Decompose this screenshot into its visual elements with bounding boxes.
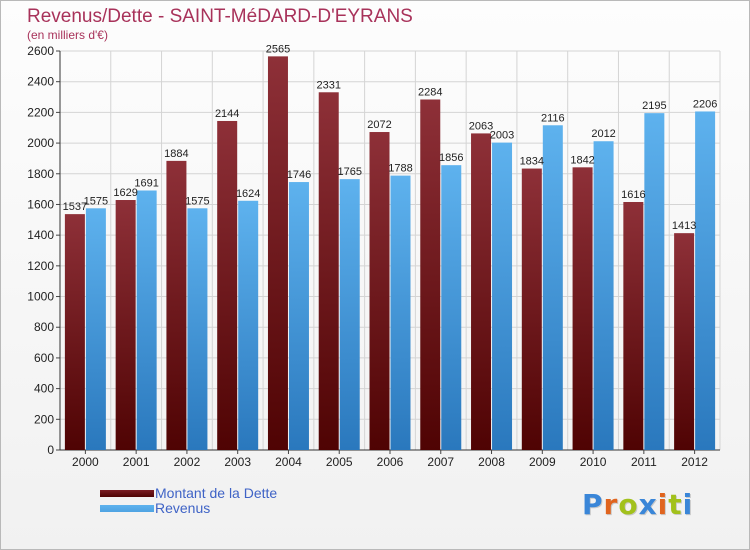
bar-revenus [85, 208, 106, 450]
logo-letter: r [603, 488, 619, 521]
y-tick-label: 1000 [27, 290, 54, 304]
x-tick-label: 2012 [681, 455, 708, 469]
logo-letter: P [582, 488, 604, 521]
logo-letter: o [618, 488, 639, 521]
y-tick-label: 2600 [27, 44, 54, 58]
x-tick-label: 2000 [72, 455, 99, 469]
y-tick-label: 2200 [27, 105, 54, 119]
data-labels: 1537157516291691188415752144162425651746… [63, 43, 718, 232]
x-tick-label: 2003 [224, 455, 251, 469]
logo-letter: x [638, 488, 658, 521]
logo-letter: i [657, 488, 669, 521]
bar-revenus [542, 125, 563, 450]
bar-revenus [339, 179, 360, 450]
x-tick-label: 2004 [275, 455, 302, 469]
data-label-revenus: 2116 [541, 112, 565, 124]
bar-debt [623, 202, 644, 450]
data-label-debt: 1413 [672, 220, 696, 232]
bar-debt [674, 233, 695, 450]
chart-title: Revenus/Dette - SAINT-MéDARD-D'EYRANS [27, 6, 413, 27]
bar-revenus [238, 200, 259, 450]
data-label-revenus: 1575 [185, 195, 209, 207]
data-label-debt: 1537 [63, 201, 87, 213]
y-tick-label: 2400 [27, 75, 54, 89]
data-label-revenus: 2003 [490, 130, 514, 142]
data-label-revenus: 2012 [591, 128, 615, 140]
data-label-debt: 2565 [266, 43, 290, 55]
y-tick-label: 1600 [27, 197, 54, 211]
y-tick-label: 0 [47, 443, 54, 457]
bar-debt [115, 200, 136, 450]
x-tick-label: 2007 [427, 455, 454, 469]
bar-revenus [441, 165, 462, 450]
logo-letter: i [682, 488, 694, 521]
data-label-revenus: 1691 [134, 177, 158, 189]
x-tick-label: 2010 [580, 455, 607, 469]
bar-revenus [390, 175, 411, 450]
bar-revenus [187, 208, 208, 450]
bar-debt [572, 167, 593, 450]
bar-debt [318, 92, 339, 450]
data-label-revenus: 2195 [642, 100, 666, 112]
data-label-debt: 2072 [367, 119, 391, 131]
data-label-debt: 1884 [164, 148, 188, 160]
bar-revenus [288, 182, 309, 450]
data-label-revenus: 1624 [236, 188, 260, 200]
y-tick-label: 1800 [27, 167, 54, 181]
y-tick-label: 600 [34, 351, 54, 365]
data-label-debt: 2144 [215, 108, 239, 120]
y-tick-label: 400 [34, 382, 54, 396]
proxiti-logo: Proxiti [582, 488, 693, 521]
legend-label-debt: Montant de la Dette [155, 485, 278, 501]
data-label-debt: 1616 [621, 189, 645, 201]
data-label-revenus: 1746 [287, 169, 311, 181]
bar-debt [166, 160, 187, 450]
x-tick-label: 2006 [377, 455, 404, 469]
bar-revenus [593, 141, 614, 450]
bar-revenus [492, 142, 513, 451]
data-label-debt: 2284 [418, 86, 442, 98]
bar-debt [471, 133, 492, 450]
bar-revenus [136, 190, 157, 451]
data-label-revenus: 1788 [388, 163, 412, 175]
data-label-debt: 1629 [113, 187, 137, 199]
bar-debt [369, 132, 390, 450]
x-tick-label: 2009 [529, 455, 556, 469]
data-label-debt: 1842 [570, 154, 594, 166]
data-label-revenus: 2206 [693, 98, 717, 110]
bar-revenus [644, 113, 665, 451]
data-label-debt: 2331 [316, 79, 340, 91]
axes: 0 200 400 600 800 1000 1200 1400 1600 1800 2000 220… [27, 44, 720, 469]
x-tick-label: 2005 [326, 455, 353, 469]
data-label-debt: 2063 [469, 120, 493, 132]
data-label-revenus: 1575 [84, 195, 108, 207]
chart-subtitle: (en milliers d'€) [27, 28, 108, 42]
bar-debt [521, 168, 542, 450]
x-tick-label: 2002 [174, 455, 201, 469]
x-tick-label: 2008 [478, 455, 505, 469]
legend-swatch-debt [100, 490, 154, 497]
y-tick-label: 800 [34, 320, 54, 334]
bar-debt [64, 214, 85, 450]
bar-debt [267, 56, 288, 450]
bar-debt [420, 99, 441, 451]
y-tick-label: 1200 [27, 259, 54, 273]
x-tick-label: 2011 [631, 455, 657, 469]
bar-debt [217, 120, 238, 451]
y-tick-label: 2000 [27, 136, 54, 150]
legend-label-revenus: Revenus [155, 500, 211, 516]
x-tick-label: 2001 [123, 455, 150, 469]
logo-letter: t [668, 488, 683, 521]
grid-lines [59, 50, 721, 451]
data-label-revenus: 1856 [439, 152, 463, 164]
data-label-revenus: 1765 [337, 166, 361, 178]
bar-revenus [695, 111, 716, 451]
y-tick-label: 1400 [27, 228, 54, 242]
data-label-debt: 1834 [520, 156, 544, 168]
bars [64, 56, 716, 451]
legend-swatch-revenus [100, 505, 154, 512]
y-tick-label: 200 [34, 412, 54, 426]
